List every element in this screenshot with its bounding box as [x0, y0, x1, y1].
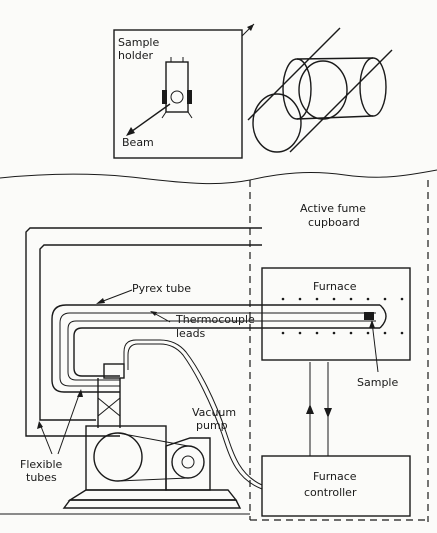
controller-body [261, 455, 411, 517]
fume-cupboard-enclosure [249, 180, 429, 522]
beam-label: Beam [122, 136, 154, 149]
pump-pulley [171, 445, 205, 479]
sample-holder-inset: Sample holder Beam [113, 23, 255, 159]
furnace: Furnace [261, 267, 411, 361]
beam-arrowhead [126, 127, 135, 136]
sample-pointer [371, 321, 379, 373]
tube-disc-middle [298, 60, 348, 120]
fume-cupboard-label: Active fume [300, 202, 366, 215]
pyrex-tube-label: Pyrex tube [132, 282, 191, 295]
flexible-tubes-label-2: tubes [26, 471, 57, 484]
furnace-heater-dots-top [281, 297, 404, 301]
vacuum-pump-label-2: pump [196, 419, 228, 432]
controller-label: Furnace [313, 470, 357, 483]
tube-end-left [282, 58, 312, 120]
drive-belt-bottom [117, 477, 189, 482]
drive-belt-top [117, 432, 189, 447]
sample-holder-label: Sample [118, 36, 159, 49]
pyrex-tube-closed-end [379, 304, 387, 329]
holder-sample-disc [170, 90, 184, 104]
vacuum-pump: Vacuum pump [62, 378, 242, 509]
tilted-tube-sketch [247, 27, 393, 153]
break-line [0, 169, 437, 185]
thermocouple-label-2: leads [176, 327, 206, 340]
holder-body [165, 61, 189, 113]
furnace-controller: Furnace controller [261, 455, 411, 517]
tube-end-right [359, 57, 387, 117]
sample-marker [364, 312, 374, 320]
furnace-label: Furnace [313, 280, 357, 293]
flexible-tubes-pointer-2 [39, 423, 53, 455]
furnace-body [261, 267, 411, 361]
flexible-tubes-pointer-1 [57, 391, 81, 455]
sample-label: Sample [357, 376, 398, 389]
pump-base [67, 489, 238, 501]
thermocouple-label: Thermocouple [175, 313, 255, 326]
flexible-tube-outer [25, 227, 262, 437]
controller-label-2: controller [304, 486, 357, 499]
fume-cupboard-label-2: cupboard [308, 216, 360, 229]
flexible-tubes-label: Flexible [20, 458, 63, 471]
thermocouple-leads [123, 339, 263, 490]
vacuum-pump-label: Vacuum [192, 406, 236, 419]
pump-base-plate [62, 499, 242, 509]
pyrex-tube [51, 304, 387, 393]
flexible-tubes [25, 227, 262, 437]
beam-arrow [127, 103, 171, 135]
pump-flywheel [93, 432, 143, 482]
sample-holder-drawing [161, 57, 193, 119]
inset-frame [113, 29, 243, 159]
sample-holder-label-2: holder [118, 49, 154, 62]
flexible-tube-inner [39, 244, 262, 421]
inset-pointer-arrowhead [247, 24, 254, 31]
tube-disc-front [252, 93, 302, 153]
furnace-heater-dots-bottom [281, 331, 404, 335]
pump-head [165, 437, 211, 491]
